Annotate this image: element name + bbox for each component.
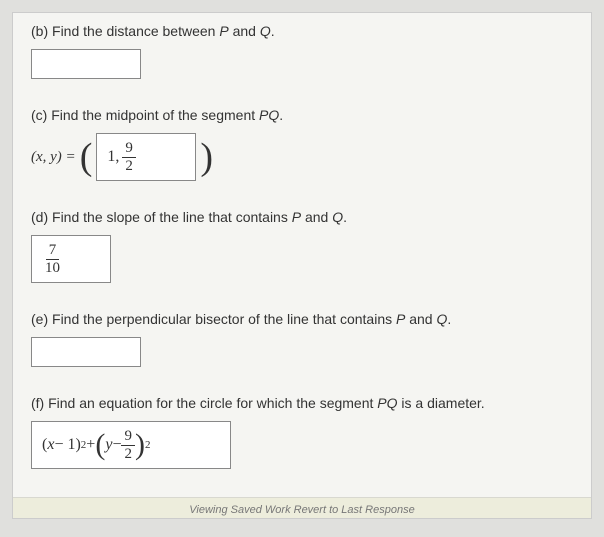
text-d-pre: Find the slope of the line that contains [52,209,292,225]
xy-label: (x, y) = [31,149,76,166]
prompt-f: (f) Find an equation for the circle for … [31,395,573,411]
answer-input-b[interactable] [31,49,141,79]
c-frac-den: 2 [122,158,136,175]
answer-input-c[interactable]: 1, 9 2 [96,133,196,181]
lparen-c: ( [80,138,93,176]
f-frac-num: 9 [121,428,135,446]
text-f-pre: Find an equation for the circle for whic… [48,395,377,411]
c-num1: 1, [107,148,119,166]
c-frac: 9 2 [122,140,136,174]
f-exp2: 2 [145,439,151,451]
dot-b: . [271,23,275,39]
f-m1: − 1 [54,436,75,454]
text-b-pre: Find the distance between [52,23,219,39]
exercise-page: (b) Find the distance between P and Q. (… [12,12,592,519]
f-m2: − [112,436,121,454]
f-rp2: ) [135,430,145,460]
var-p: P [219,23,228,39]
text-f-mid: is a diameter. [398,395,485,411]
dot-d: . [343,209,347,225]
f-frac: 9 2 [121,428,135,462]
var-q: Q [260,23,271,39]
text-c-pre: Find the midpoint of the segment [51,107,259,123]
text-e-pre: Find the perpendicular bisector of the l… [52,311,396,327]
rparen-c: ) [200,138,213,176]
question-c: (c) Find the midpoint of the segment PQ.… [31,107,573,181]
f-lp2: ( [95,430,105,460]
text-e-and: and [405,311,436,327]
c-frac-num: 9 [122,140,136,158]
label-e: (e) [31,311,48,327]
var-p-d: P [292,209,301,225]
answer-row-d: 7 10 [31,235,573,283]
footer-text[interactable]: Viewing Saved Work Revert to Last Respon… [13,497,591,518]
answer-input-e[interactable] [31,337,141,367]
var-q-e: Q [436,311,447,327]
answer-row-b [31,49,573,79]
prompt-d: (d) Find the slope of the line that cont… [31,209,573,225]
f-x: x [47,436,54,454]
question-f: (f) Find an equation for the circle for … [31,395,573,469]
answer-row-e [31,337,573,367]
var-p-e: P [396,311,405,327]
d-frac-num: 7 [46,242,60,260]
text-d-and: and [301,209,332,225]
d-frac-den: 10 [42,260,63,277]
answer-input-f[interactable]: (x − 1)2 + (y − 9 2 )2 [31,421,231,469]
var-pq-f: PQ [377,395,397,411]
d-frac: 7 10 [42,242,63,276]
dot-c: . [279,107,283,123]
dot-e: . [447,311,451,327]
question-b: (b) Find the distance between P and Q. [31,23,573,79]
label-b: (b) [31,23,48,39]
prompt-e: (e) Find the perpendicular bisector of t… [31,311,573,327]
prompt-b: (b) Find the distance between P and Q. [31,23,573,39]
answer-row-c: (x, y) = ( 1, 9 2 ) [31,133,573,181]
question-d: (d) Find the slope of the line that cont… [31,209,573,283]
question-e: (e) Find the perpendicular bisector of t… [31,311,573,367]
text-b-and: and [229,23,260,39]
label-c: (c) [31,107,47,123]
answer-row-f: (x − 1)2 + (y − 9 2 )2 [31,421,573,469]
f-y: y [105,436,112,454]
f-frac-den: 2 [121,446,135,463]
answer-input-d[interactable]: 7 10 [31,235,111,283]
label-d: (d) [31,209,48,225]
var-q-d: Q [332,209,343,225]
f-plus: + [86,436,95,454]
var-pq-c: PQ [259,107,279,123]
label-f: (f) [31,395,44,411]
prompt-c: (c) Find the midpoint of the segment PQ. [31,107,573,123]
